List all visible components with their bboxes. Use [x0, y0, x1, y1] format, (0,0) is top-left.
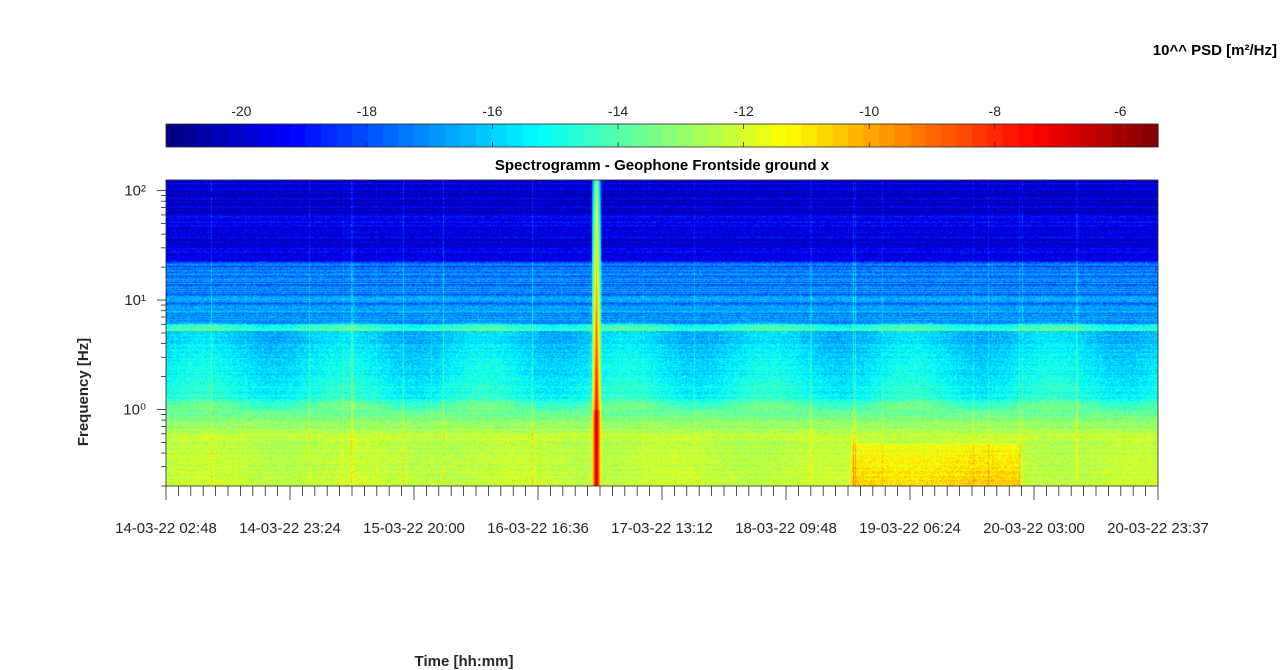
colorbar-step	[1065, 124, 1082, 147]
x-tick-label: 16-03-22 16:36	[487, 520, 589, 537]
y-tick-label: 10¹	[124, 292, 146, 309]
x-tick-label: 14-03-22 02:48	[115, 520, 217, 537]
colorbar-step	[1096, 124, 1113, 147]
x-tick-label: 19-03-22 06:24	[859, 520, 961, 537]
colorbar-step	[367, 124, 384, 147]
colorbar-step	[197, 124, 214, 147]
colorbar-step	[677, 124, 694, 147]
colorbar-step	[1003, 124, 1020, 147]
plot-area	[165, 179, 1159, 487]
colorbar-step	[569, 124, 586, 147]
colorbar-step	[708, 124, 725, 147]
x-tick-label: 18-03-22 09:48	[735, 520, 837, 537]
colorbar-step	[1111, 124, 1128, 147]
colorbar-step	[693, 124, 710, 147]
colorbar-step	[910, 124, 927, 147]
colorbar-step	[615, 124, 632, 147]
colorbar-step	[724, 124, 741, 147]
colorbar-step	[1142, 124, 1159, 147]
colorbar-step	[476, 124, 493, 147]
x-tick-label: 14-03-22 23:24	[239, 520, 341, 537]
colorbar-step	[1127, 124, 1144, 147]
colorbar-step	[259, 124, 276, 147]
colorbar-step	[1049, 124, 1066, 147]
colorbar-step	[770, 124, 787, 147]
colorbar-step	[352, 124, 369, 147]
x-tick-label: 20-03-22 03:00	[983, 520, 1085, 537]
colorbar-step	[336, 124, 353, 147]
spectrogram-heatmap	[166, 180, 1158, 486]
colorbar-step	[243, 124, 260, 147]
colorbar-step	[538, 124, 555, 147]
colorbar-step	[383, 124, 400, 147]
colorbar-step	[212, 124, 229, 147]
x-tick-label: 15-03-22 20:00	[363, 520, 465, 537]
chart-title: Spectrogramm - Geophone Frontside ground…	[495, 157, 830, 174]
colorbar-step	[646, 124, 663, 147]
colorbar-step	[398, 124, 415, 147]
colorbar-step	[290, 124, 307, 147]
colorbar-step	[414, 124, 431, 147]
colorbar-step	[832, 124, 849, 147]
colorbar-step	[1080, 124, 1097, 147]
colorbar-tick-label: -10	[859, 103, 879, 119]
colorbar-label: 10^^ PSD [m²/Hz]	[1153, 42, 1277, 59]
colorbar-step	[600, 124, 617, 147]
colorbar-step	[445, 124, 462, 147]
colorbar-step	[166, 124, 183, 147]
colorbar-step	[429, 124, 446, 147]
y-axis-label: Frequency [Hz]	[75, 338, 92, 446]
x-axis-label: Time [hh:mm]	[415, 653, 514, 670]
colorbar-tick-label: -8	[989, 103, 1002, 119]
x-tick-label: 17-03-22 13:12	[611, 520, 713, 537]
colorbar-step	[491, 124, 508, 147]
colorbar-step	[181, 124, 198, 147]
colorbar-step	[817, 124, 834, 147]
colorbar-step	[786, 124, 803, 147]
x-axis: 14-03-22 02:48 14-03-22 23:24 15-03-22 20:…	[115, 486, 1209, 537]
colorbar-ticks: -20 -18 -16 -14 -12 -10 -8 -6	[231, 103, 1127, 147]
colorbar-step	[1034, 124, 1051, 147]
colorbar-tick-label: -12	[734, 103, 754, 119]
colorbar-step	[848, 124, 865, 147]
colorbar-step	[631, 124, 648, 147]
colorbar-step	[941, 124, 958, 147]
colorbar-step	[987, 124, 1004, 147]
colorbar-step	[507, 124, 524, 147]
colorbar-step	[522, 124, 539, 147]
colorbar-step	[321, 124, 338, 147]
colorbar-step	[662, 124, 679, 147]
colorbar-step	[755, 124, 772, 147]
colorbar-step	[460, 124, 477, 147]
y-tick-label: 10²	[124, 183, 146, 200]
x-tick-label: 20-03-22 23:37	[1107, 520, 1209, 537]
colorbar-step	[894, 124, 911, 147]
colorbar-step	[739, 124, 756, 147]
colorbar	[165, 123, 1159, 148]
colorbar-tick-label: -16	[482, 103, 502, 119]
colorbar-step	[584, 124, 601, 147]
colorbar-step	[228, 124, 245, 147]
colorbar-step	[305, 124, 322, 147]
colorbar-frame	[165, 123, 1159, 148]
colorbar-step	[801, 124, 818, 147]
colorbar-tick-label: -20	[231, 103, 251, 119]
colorbar-step	[863, 124, 880, 147]
colorbar-tick-label: -18	[357, 103, 377, 119]
y-tick-label: 10⁰	[123, 402, 146, 419]
colorbar-step	[972, 124, 989, 147]
y-axis: 10⁰ 10¹ 10²	[123, 183, 166, 487]
colorbar-step	[879, 124, 896, 147]
colorbar-step	[553, 124, 570, 147]
colorbar-step	[956, 124, 973, 147]
colorbar-tick-label: -6	[1114, 103, 1127, 119]
colorbar-tick-label: -14	[608, 103, 628, 119]
colorbar-step	[1018, 124, 1035, 147]
colorbar-step	[274, 124, 291, 147]
colorbar-step	[925, 124, 942, 147]
